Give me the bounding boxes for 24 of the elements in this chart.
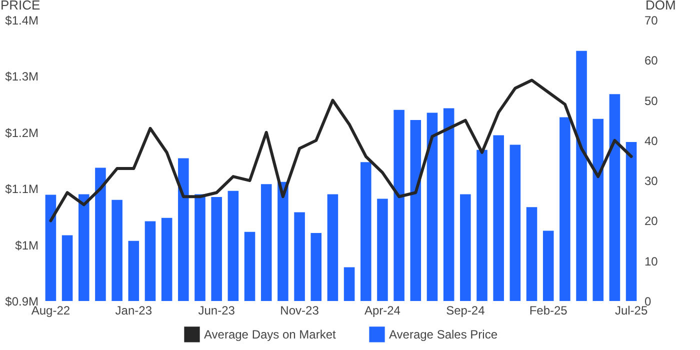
line-series — [49, 78, 633, 222]
x-tick-label: Nov-23 — [280, 304, 320, 318]
y2-tick-label: 10 — [644, 254, 658, 268]
y2-tick-label: 20 — [644, 214, 658, 228]
legend-label: Average Sales Price — [389, 327, 498, 342]
y2-tick-label: 70 — [644, 14, 658, 28]
x-tick-label: Feb-25 — [529, 304, 568, 318]
y2-tick-label: 0 — [644, 294, 652, 308]
y-tick-label: $1M — [15, 238, 39, 252]
y-tick-label: $1.2M — [5, 126, 38, 140]
y-tick-label: $1.3M — [5, 70, 38, 84]
y2-tick-label: 30 — [644, 174, 658, 188]
y-tick-label: $1.4M — [5, 14, 38, 28]
x-tick-label: Sep-24 — [446, 304, 486, 318]
y-tick-label: $1.1M — [5, 182, 38, 196]
x-tick-label: Jun-23 — [198, 304, 236, 318]
legend-label: Average Days on Market — [204, 327, 337, 342]
y2-tick-label: 40 — [644, 134, 658, 148]
y2-axis-title: DOM — [646, 0, 676, 12]
y2-tick-label: 60 — [644, 54, 658, 68]
y-axis-title: PRICE — [0, 0, 41, 12]
x-tick-label: Jan-23 — [115, 304, 152, 318]
x-tick-label: Apr-24 — [364, 304, 401, 318]
y2-tick-label: 50 — [644, 94, 658, 108]
